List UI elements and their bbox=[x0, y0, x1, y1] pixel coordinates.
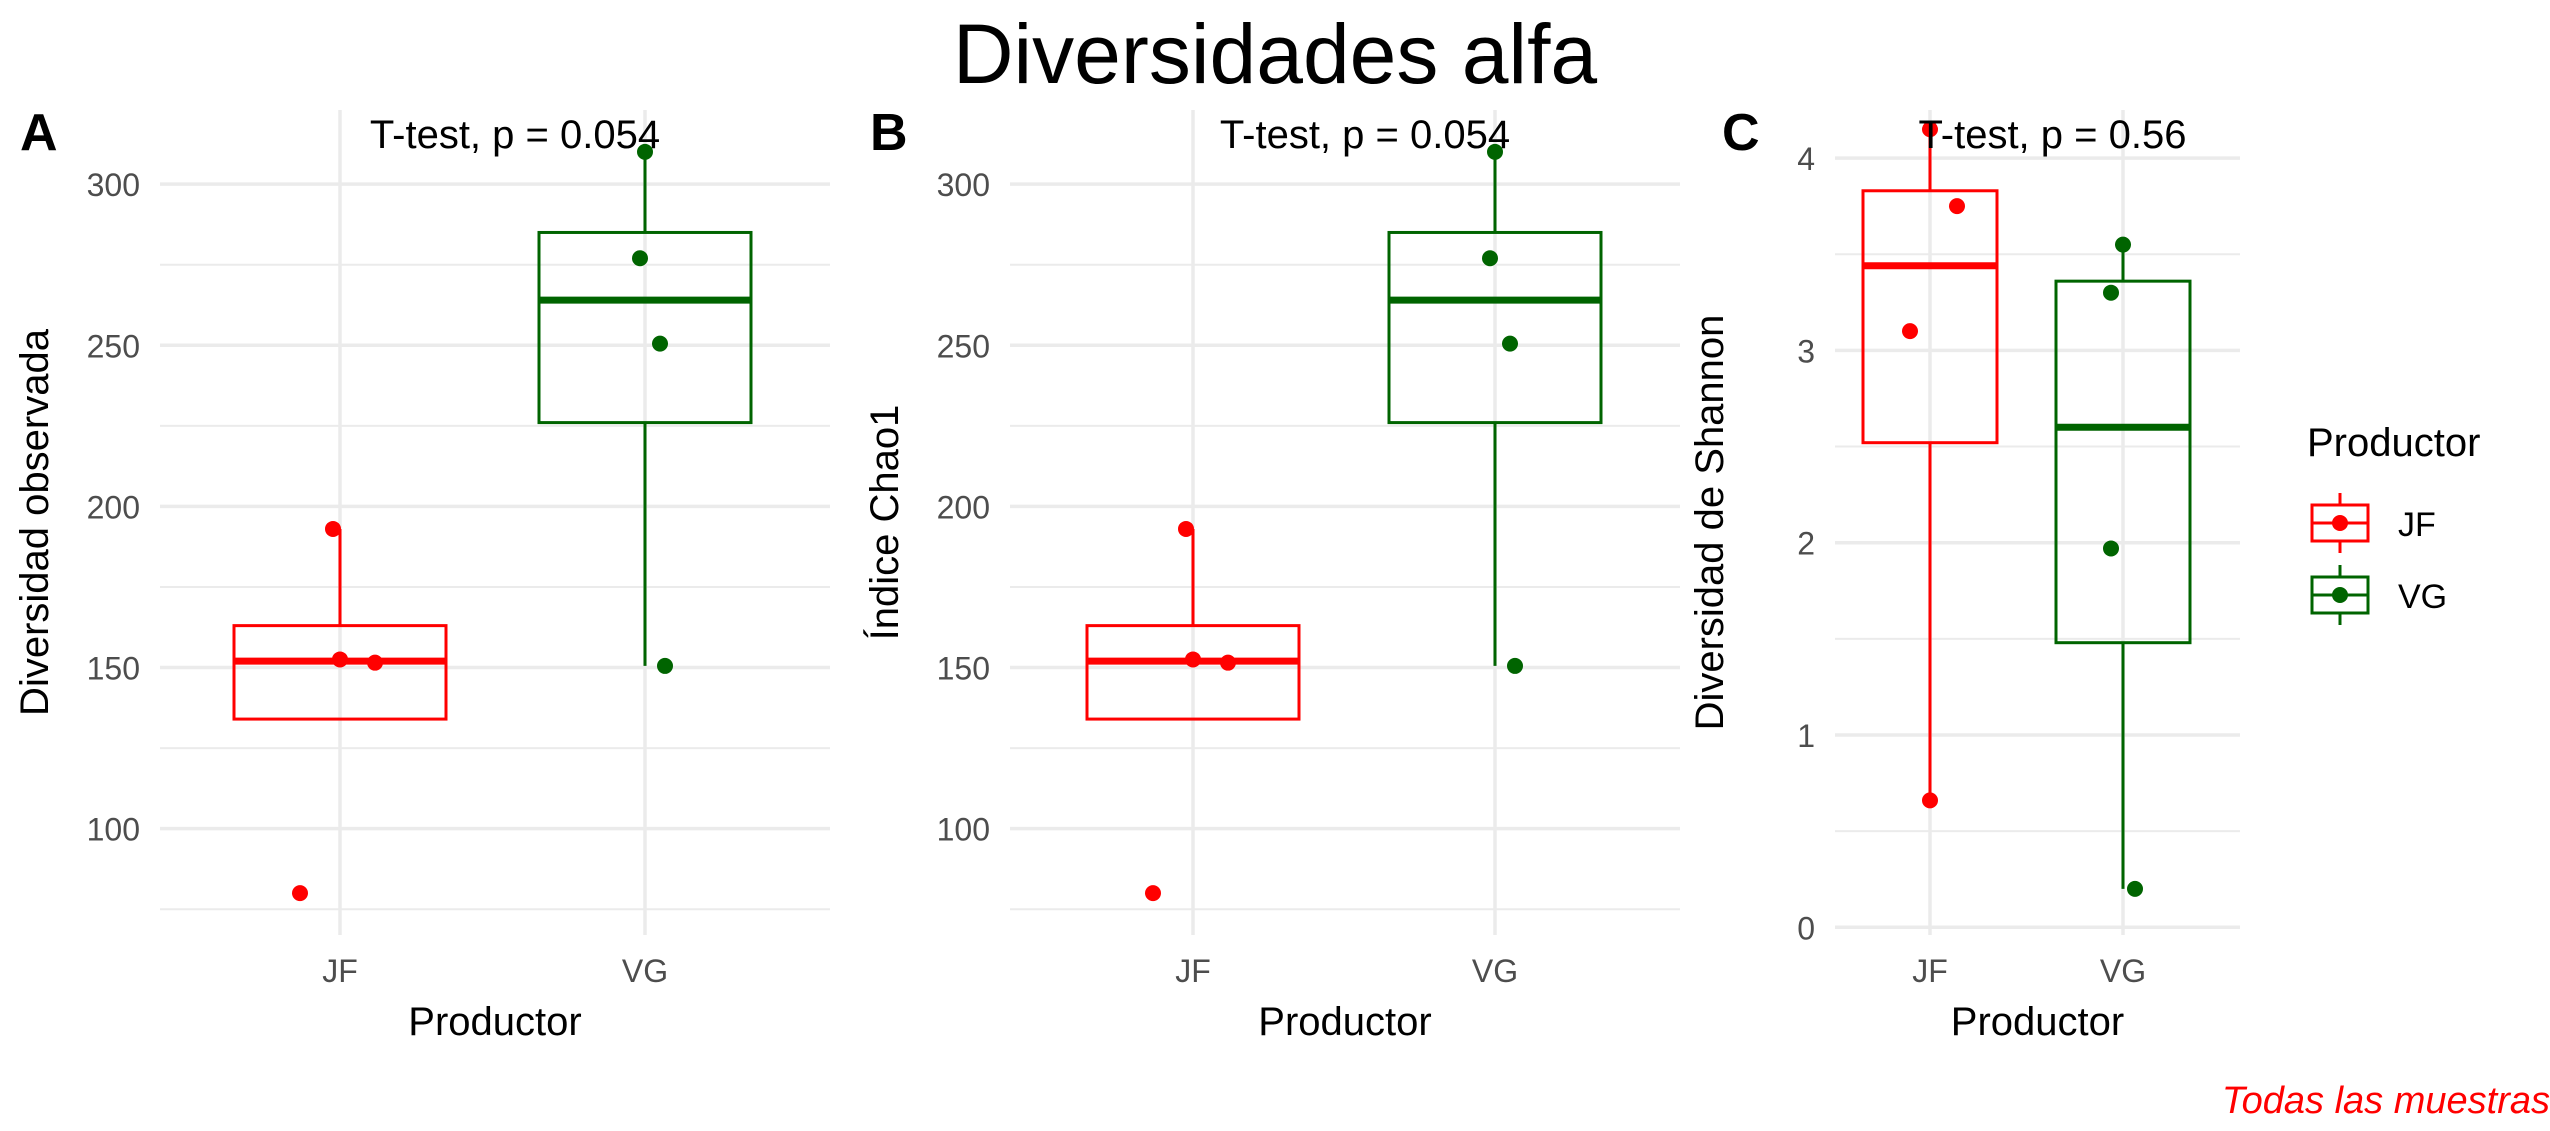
data-point bbox=[657, 657, 673, 674]
data-point bbox=[2115, 236, 2131, 253]
data-point bbox=[292, 885, 308, 902]
x-tick-label: VG bbox=[1472, 953, 1518, 989]
box-vg bbox=[2054, 279, 2192, 645]
box-jf bbox=[232, 624, 448, 721]
y-tick-label: 250 bbox=[937, 328, 990, 364]
legend-key-point bbox=[2332, 515, 2348, 531]
box-vg bbox=[1387, 230, 1603, 425]
panel-tag: A bbox=[20, 104, 58, 162]
legend-title: Productor bbox=[2307, 421, 2480, 465]
y-tick-label: 100 bbox=[937, 812, 990, 848]
figure-title: Diversidades alfa bbox=[952, 7, 1598, 101]
panel-annotation: T-test, p = 0.054 bbox=[1220, 113, 1510, 157]
y-tick-label: 1 bbox=[1797, 718, 1815, 754]
data-point bbox=[1220, 654, 1236, 671]
data-point bbox=[325, 520, 341, 537]
y-tick-label: 4 bbox=[1797, 141, 1815, 177]
data-point bbox=[1502, 335, 1518, 352]
data-point bbox=[1145, 885, 1161, 902]
y-axis-title: Diversidad de Shannon bbox=[1688, 315, 1732, 731]
y-axis-title: Diversidad observada bbox=[13, 328, 57, 716]
x-axis-title: Productor bbox=[1951, 1000, 2124, 1044]
legend: Productor JF VG bbox=[2307, 421, 2480, 625]
y-tick-label: 2 bbox=[1797, 526, 1815, 562]
x-tick-label: JF bbox=[322, 953, 358, 989]
y-tick-label: 250 bbox=[87, 328, 140, 364]
y-tick-label: 100 bbox=[87, 812, 140, 848]
x-tick-label: VG bbox=[2100, 953, 2146, 989]
data-point bbox=[1922, 121, 1938, 138]
data-point bbox=[1487, 143, 1503, 160]
x-tick-label: JF bbox=[1912, 953, 1948, 989]
data-point bbox=[1922, 792, 1938, 809]
y-tick-label: 0 bbox=[1797, 910, 1815, 946]
data-point bbox=[632, 250, 648, 267]
data-point bbox=[2103, 284, 2119, 301]
caption: Todas las muestras bbox=[2221, 1080, 2550, 1122]
y-tick-label: 150 bbox=[937, 651, 990, 687]
panel-tag: C bbox=[1722, 104, 1760, 162]
y-axis-title: Índice Chao1 bbox=[862, 405, 907, 641]
y-tick-label: 150 bbox=[87, 651, 140, 687]
legend-label-vg: VG bbox=[2398, 578, 2447, 616]
panel-c: 0 1 2 3 4 JF VG Productor Diversidad de Shannon T… bbox=[1688, 104, 2240, 1044]
data-point bbox=[637, 143, 653, 160]
data-point bbox=[1482, 250, 1498, 267]
data-point bbox=[367, 654, 383, 671]
legend-key-point bbox=[2332, 587, 2348, 603]
data-point bbox=[2103, 540, 2119, 557]
panel-annotation: T-test, p = 0.56 bbox=[1919, 113, 2187, 157]
box-jf bbox=[1861, 189, 1999, 445]
panel-tag: B bbox=[870, 104, 908, 162]
data-point bbox=[1185, 651, 1201, 668]
y-tick-label: 300 bbox=[937, 167, 990, 203]
data-point bbox=[1178, 520, 1194, 537]
x-axis-title: Productor bbox=[408, 1000, 581, 1044]
data-point bbox=[2127, 880, 2143, 897]
box-vg bbox=[537, 230, 753, 425]
legend-label-jf: JF bbox=[2398, 506, 2436, 544]
data-point bbox=[652, 335, 668, 352]
panel-annotation: T-test, p = 0.054 bbox=[370, 113, 660, 157]
y-tick-label: 200 bbox=[937, 489, 990, 525]
data-point bbox=[1507, 657, 1523, 674]
x-tick-label: VG bbox=[622, 953, 668, 989]
panel-b: 100 150 200 250 300 JF VG Productor Índice Chao1… bbox=[862, 104, 1680, 1044]
data-point bbox=[1902, 323, 1918, 340]
y-tick-label: 300 bbox=[87, 167, 140, 203]
data-point bbox=[332, 651, 348, 668]
box-jf bbox=[1085, 624, 1301, 721]
y-tick-label: 3 bbox=[1797, 333, 1815, 369]
x-axis-title: Productor bbox=[1258, 1000, 1431, 1044]
y-tick-label: 200 bbox=[87, 489, 140, 525]
x-tick-label: JF bbox=[1175, 953, 1211, 989]
panel-a: 100 150 200 250 300 JF VG Productor Diversidad o… bbox=[13, 104, 830, 1044]
data-point bbox=[1949, 198, 1965, 215]
